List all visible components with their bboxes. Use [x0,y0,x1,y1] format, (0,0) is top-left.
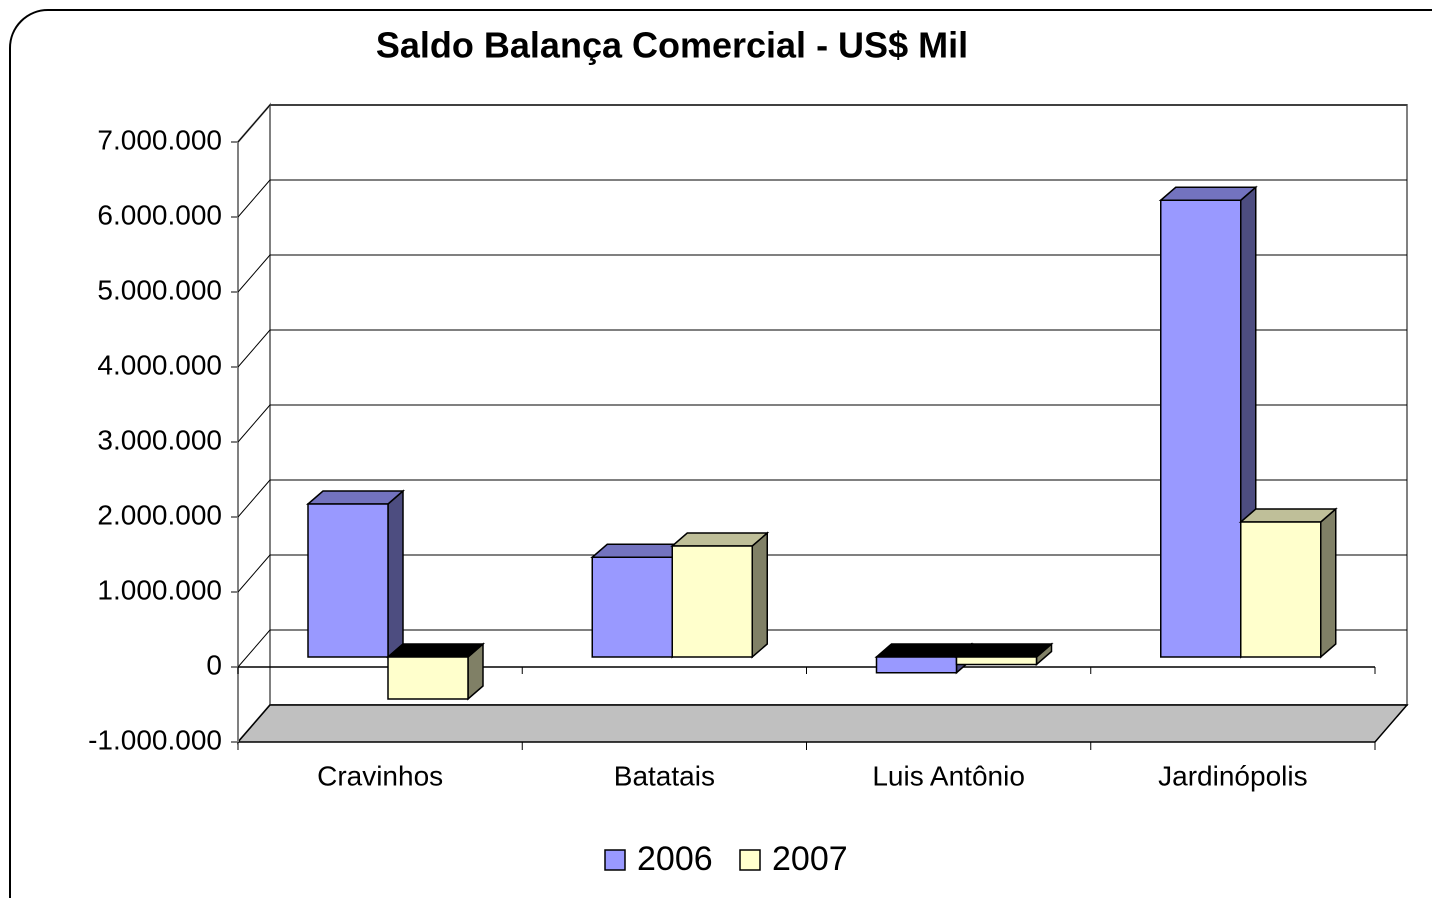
bar-side [1320,507,1337,659]
grid-line [237,404,271,443]
bar [955,656,1038,666]
bar-top [305,490,406,505]
legend-label: 2006 [637,840,713,878]
y-tick-label: 4.000.000 [97,349,222,380]
bar [307,503,389,658]
chart-title: Saldo Balança Comercial - US$ Mil [376,25,968,66]
grid-line [237,629,271,668]
x-tick-label: Luis Antônio [872,760,1025,791]
legend-swatch [739,849,761,871]
y-tick-label: 5.000.000 [97,274,222,305]
bar [387,656,469,700]
bar-side [751,531,768,659]
grid-line [237,104,271,143]
x-tick-label: Batatais [614,760,715,791]
y-tick-label: 3.000.000 [97,424,222,455]
legend-swatch [604,849,626,871]
y-tick-label: 7.000.000 [97,124,222,155]
bar [591,556,673,658]
y-tick-label: 1.000.000 [97,574,222,605]
bar-top [1158,186,1258,201]
bar-side [387,489,404,659]
bar [875,656,958,674]
x-tick-label: Jardinópolis [1158,760,1307,791]
x-tick-label: Cravinhos [317,760,443,791]
grid-line [237,554,271,593]
y-tick-label: -1.000.000 [88,724,222,755]
floor [236,704,1409,743]
bar-top [1238,508,1338,523]
bar [671,545,753,658]
bar-top [954,643,1054,658]
bar-top [670,532,770,547]
y-tick-label: 0 [206,649,222,680]
y-tick-label: 6.000.000 [97,199,222,230]
grid-line [237,179,271,218]
bar [1240,521,1322,658]
legend-label: 2007 [772,840,848,878]
grid-line [237,479,271,518]
bar-top [874,643,974,658]
bar-top [385,643,486,658]
grid-line [237,329,271,368]
bar [1160,199,1242,658]
grid-line [237,254,271,293]
y-tick-label: 2.000.000 [97,499,222,530]
